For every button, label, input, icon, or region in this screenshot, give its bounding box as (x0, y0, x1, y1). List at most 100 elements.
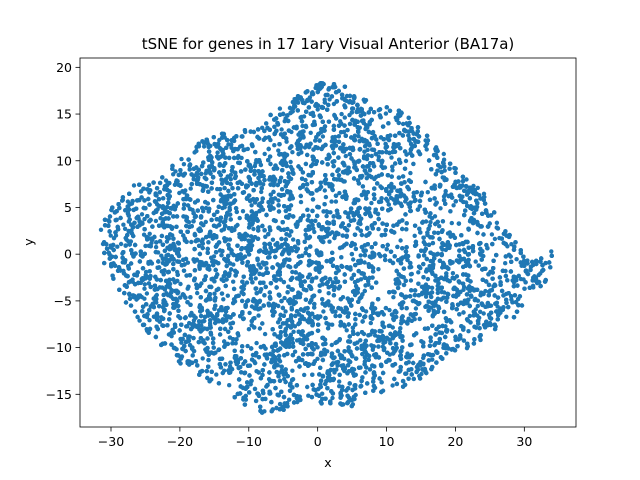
scatter-point (369, 153, 374, 159)
scatter-point (428, 338, 433, 344)
scatter-point (251, 226, 256, 232)
scatter-point (312, 229, 317, 235)
scatter-point (428, 220, 433, 225)
scatter-point (390, 383, 395, 388)
scatter-point (215, 150, 220, 155)
scatter-point (147, 318, 152, 323)
scatter-point (416, 270, 421, 275)
scatter-point (253, 276, 258, 281)
scatter-point (408, 170, 413, 176)
scatter-point (390, 168, 395, 173)
scatter-point (290, 269, 295, 275)
scatter-point (324, 213, 329, 219)
scatter-point (320, 391, 325, 396)
scatter-point (115, 244, 120, 249)
scatter-point (322, 188, 327, 193)
scatter-point (260, 125, 265, 130)
scatter-point (142, 286, 147, 291)
scatter-point (473, 259, 478, 264)
scatter-point (178, 281, 183, 287)
scatter-point (212, 291, 217, 296)
scatter-point (438, 206, 443, 211)
scatter-point (279, 127, 284, 132)
scatter-point (425, 276, 431, 282)
scatter-point (244, 280, 250, 285)
scatter-point (450, 271, 456, 276)
scatter-point (153, 218, 159, 224)
scatter-point (256, 313, 261, 318)
scatter-point (327, 97, 332, 102)
scatter-point (365, 147, 370, 153)
scatter-point (122, 226, 128, 231)
scatter-point (131, 183, 137, 188)
scatter-point (494, 220, 500, 225)
scatter-point (333, 199, 339, 204)
scatter-point (185, 260, 191, 265)
scatter-point (489, 232, 495, 237)
scatter-point (233, 224, 239, 229)
scatter-point (412, 233, 417, 238)
scatter-point (536, 272, 541, 278)
scatter-point (171, 172, 176, 177)
scatter-point (203, 219, 208, 225)
scatter-point (425, 190, 430, 195)
scatter-point (387, 307, 392, 313)
scatter-point (188, 186, 193, 191)
scatter-point (295, 100, 301, 105)
scatter-point (339, 111, 344, 117)
scatter-point (449, 220, 454, 226)
scatter-point (424, 147, 429, 152)
scatter-point (408, 278, 414, 283)
scatter-point (259, 189, 264, 195)
scatter-point (317, 289, 322, 294)
scatter-point (370, 129, 376, 135)
scatter-point (189, 239, 194, 245)
scatter-point (383, 111, 389, 116)
scatter-point (254, 340, 259, 346)
scatter-point (108, 233, 113, 238)
scatter-point (435, 230, 441, 236)
scatter-point (277, 106, 283, 111)
scatter-point (376, 157, 381, 163)
scatter-point (423, 294, 429, 299)
scatter-point (298, 199, 304, 205)
scatter-point (475, 185, 480, 191)
scatter-point (144, 291, 150, 296)
scatter-point (181, 162, 187, 167)
scatter-point (376, 226, 381, 232)
scatter-point (288, 159, 293, 165)
scatter-point (302, 372, 307, 378)
scatter-point (391, 295, 396, 300)
scatter-point (308, 130, 313, 135)
scatter-point (437, 224, 442, 229)
scatter-point (263, 234, 268, 239)
scatter-point (429, 216, 435, 221)
scatter-point (227, 383, 232, 388)
scatter-point (98, 227, 104, 232)
scatter-point (291, 237, 296, 242)
scatter-point (287, 397, 292, 402)
scatter-point (321, 309, 326, 314)
scatter-point (137, 318, 142, 323)
scatter-point (264, 266, 269, 271)
scatter-point (406, 316, 411, 321)
scatter-point (282, 295, 287, 301)
scatter-point (337, 190, 342, 196)
scatter-point (343, 153, 348, 159)
scatter-point (179, 156, 184, 162)
scatter-point (315, 107, 320, 112)
scatter-point (200, 356, 205, 361)
scatter-point (337, 379, 342, 384)
scatter-point (142, 216, 147, 222)
scatter-point (245, 343, 250, 349)
scatter-point (228, 325, 234, 331)
scatter-point (351, 257, 356, 262)
scatter-point (262, 151, 267, 157)
scatter-point (153, 244, 159, 250)
scatter-point (195, 290, 200, 296)
scatter-point (445, 231, 451, 236)
scatter-point (246, 327, 252, 332)
scatter-point (369, 200, 374, 206)
scatter-point (530, 283, 536, 288)
